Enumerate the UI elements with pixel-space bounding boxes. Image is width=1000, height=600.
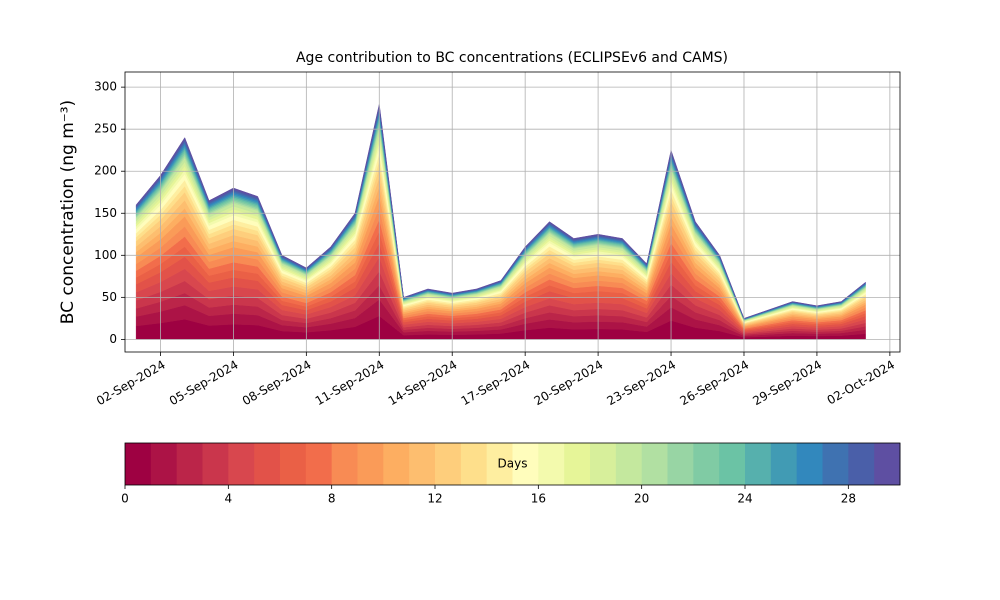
- area-layer: [135, 103, 866, 319]
- colorbar-swatch: [745, 443, 772, 485]
- colorbar-swatch: [383, 443, 410, 485]
- axes-frame: [124, 71, 901, 353]
- colorbar-swatch: [125, 443, 152, 485]
- colorbar-tick-label: 16: [531, 492, 546, 506]
- colorbar-swatch: [486, 443, 513, 485]
- colorbar-swatch: [512, 443, 539, 485]
- colorbar-swatch: [305, 443, 333, 485]
- colorbar-swatch: [796, 443, 823, 485]
- colorbar-swatch: [564, 443, 591, 485]
- y-tick-label: 0: [109, 332, 117, 346]
- colorbar-tick-label: 12: [427, 492, 442, 506]
- colorbar-swatch: [460, 443, 488, 485]
- colorbar-swatch: [357, 443, 384, 485]
- colorbar-swatch: [150, 443, 178, 485]
- y-tick-label: 100: [94, 248, 117, 262]
- colorbar-swatch: [254, 443, 281, 485]
- colorbar-swatch: [538, 443, 565, 485]
- colorbar-tick-label: 20: [634, 492, 649, 506]
- colorbar-swatch: [770, 443, 798, 485]
- colorbar-tick-label: 24: [737, 492, 752, 506]
- colorbar-swatch: [176, 443, 203, 485]
- colorbar-swatch: [667, 443, 694, 485]
- colorbar-swatch: [331, 443, 358, 485]
- colorbar-swatch: [719, 443, 746, 485]
- colorbar-swatch: [848, 443, 875, 485]
- colorbar-swatch: [590, 443, 617, 485]
- colorbar-swatch: [202, 443, 229, 485]
- colorbar-swatch: [435, 443, 462, 485]
- colorbar-swatch: [693, 443, 720, 485]
- y-tick-label: 250: [94, 122, 117, 136]
- colorbar-frame: [124, 442, 901, 486]
- y-tick-label: 50: [102, 290, 117, 304]
- colorbar-swatch: [615, 443, 643, 485]
- colorbar-swatch: [641, 443, 668, 485]
- colorbar-swatch: [874, 443, 901, 485]
- y-axis-label: BC concentration (ng m⁻³): [58, 100, 78, 324]
- colorbar-swatch: [409, 443, 436, 485]
- colorbar-label: Days: [498, 457, 528, 471]
- y-tick-label: 300: [94, 80, 117, 94]
- chart-title: Age contribution to BC concentrations (E…: [296, 50, 728, 66]
- colorbar-swatch: [228, 443, 255, 485]
- colorbar-swatch: [822, 443, 849, 485]
- colorbar-tick-label: 4: [225, 492, 233, 506]
- colorbar-tick-label: 0: [121, 492, 129, 506]
- y-tick-label: 150: [94, 206, 117, 220]
- y-tick-label: 200: [94, 164, 117, 178]
- colorbar-swatch: [280, 443, 307, 485]
- colorbar-tick-label: 28: [841, 492, 856, 506]
- colorbar-tick-label: 8: [328, 492, 336, 506]
- colorbar: Days 0 4 8 12 16 20 24 28: [121, 442, 901, 506]
